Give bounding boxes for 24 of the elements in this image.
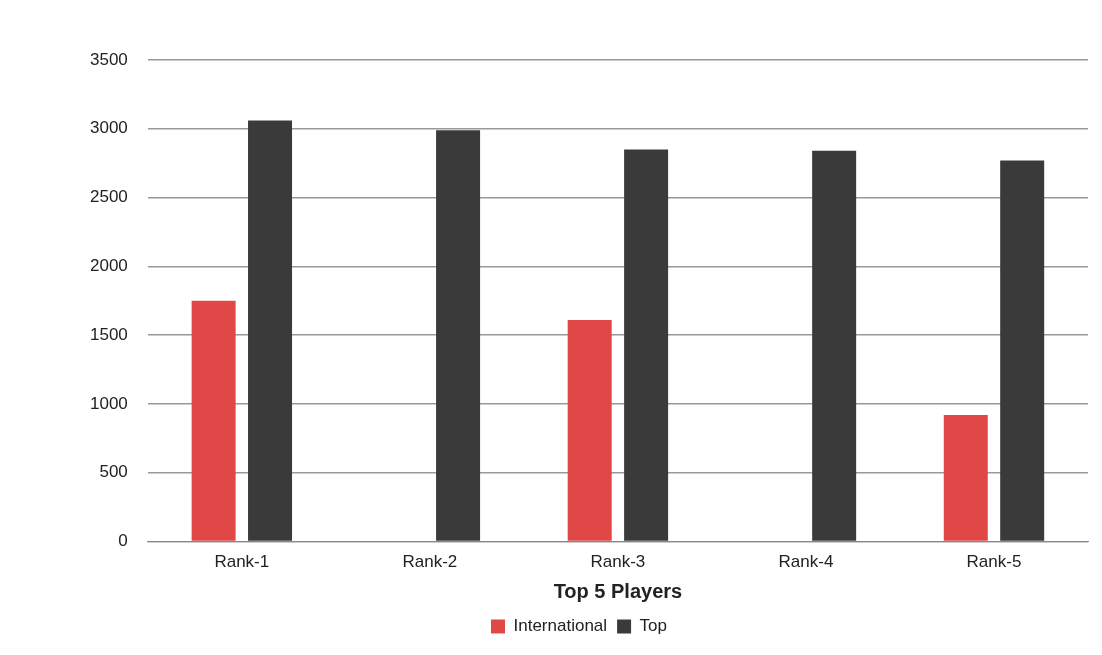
legend-label: Top xyxy=(639,616,667,636)
x-tick-label: Rank-5 xyxy=(966,552,1022,572)
x-tick-label: Rank-4 xyxy=(778,552,834,572)
y-tick-label: 1000 xyxy=(89,393,128,413)
y-tick-label: 3000 xyxy=(89,118,128,138)
bar xyxy=(1000,160,1045,541)
x-tick-label: Rank-3 xyxy=(590,552,646,572)
legend-label: International xyxy=(513,616,608,636)
y-tick-label: 3500 xyxy=(89,49,128,69)
bar xyxy=(624,149,669,541)
bar xyxy=(812,150,857,541)
y-tick-label: 2500 xyxy=(89,187,128,207)
y-tick-label: 1500 xyxy=(89,324,128,344)
bar xyxy=(191,300,236,541)
bar xyxy=(567,320,612,541)
y-tick-label: 2000 xyxy=(89,256,128,276)
bar xyxy=(943,415,988,541)
bar xyxy=(248,120,293,541)
x-axis-title: Top 5 Players xyxy=(553,579,683,602)
y-tick-label: 0 xyxy=(118,531,128,551)
bar xyxy=(436,130,481,541)
x-tick-label: Rank-1 xyxy=(214,552,270,572)
y-tick-label: 500 xyxy=(99,462,128,482)
x-tick-label: Rank-2 xyxy=(402,552,458,572)
